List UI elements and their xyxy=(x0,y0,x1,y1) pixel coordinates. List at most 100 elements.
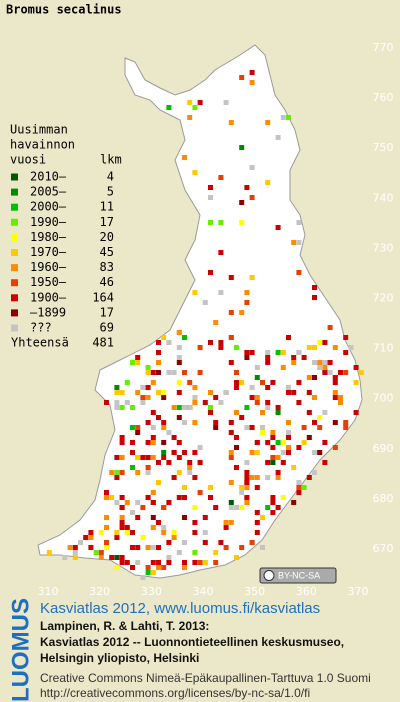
observation-square xyxy=(228,335,234,340)
observation-square xyxy=(249,425,255,430)
observation-square xyxy=(150,440,156,445)
observation-square xyxy=(317,450,323,455)
observation-square xyxy=(104,490,109,495)
observation-square xyxy=(72,555,78,560)
observation-square xyxy=(254,530,260,535)
observation-square xyxy=(312,375,317,380)
observation-square xyxy=(306,410,312,415)
observation-square xyxy=(228,480,234,485)
observation-square xyxy=(171,450,177,455)
observation-square xyxy=(275,455,281,460)
observation-square xyxy=(275,475,281,480)
observation-square xyxy=(244,425,250,430)
observation-square xyxy=(296,380,302,385)
observation-square xyxy=(140,455,146,460)
observation-square xyxy=(270,435,276,440)
logo: LUOMUS xyxy=(7,598,34,702)
legend-label: ??? xyxy=(30,321,52,335)
observation-square xyxy=(166,500,172,505)
observation-square xyxy=(254,395,260,400)
observation-square xyxy=(228,310,234,315)
observation-square xyxy=(286,445,291,450)
observation-square xyxy=(124,400,130,405)
axes: 310 320 330 340 350 360 370 670 680 690 700 710 720 7… xyxy=(38,41,394,598)
observation-square xyxy=(286,335,291,340)
legend-swatch xyxy=(11,279,18,287)
observation-square xyxy=(135,390,141,395)
observation-square xyxy=(306,375,312,380)
observation-square xyxy=(104,525,109,530)
observation-square xyxy=(234,380,239,385)
observation-square xyxy=(296,240,302,245)
observation-square xyxy=(338,370,343,375)
observation-square xyxy=(239,485,245,490)
observation-square xyxy=(176,330,182,335)
observation-square xyxy=(156,560,161,565)
observation-square xyxy=(208,495,213,500)
observation-square xyxy=(114,385,120,390)
observation-square xyxy=(119,435,125,440)
observation-square xyxy=(176,455,182,460)
observation-square xyxy=(135,425,141,430)
observation-square xyxy=(239,310,245,315)
observation-square xyxy=(239,545,245,550)
observation-square xyxy=(280,440,286,445)
observation-square xyxy=(244,350,250,355)
observation-square xyxy=(223,545,229,550)
observation-square xyxy=(135,470,141,475)
observation-square xyxy=(239,380,245,385)
observation-square xyxy=(119,495,125,500)
legend-label: 1950– xyxy=(30,275,67,289)
observation-square xyxy=(208,195,213,200)
observation-square xyxy=(260,430,265,435)
observation-square xyxy=(348,345,354,350)
observation-square xyxy=(234,555,239,560)
observation-square xyxy=(244,480,250,485)
legend-count: 83 xyxy=(100,260,114,274)
legend-count-heading: lkm xyxy=(100,153,122,167)
observation-square xyxy=(156,460,161,465)
observation-square xyxy=(270,460,276,465)
observation-square xyxy=(192,520,198,525)
observation-square xyxy=(161,395,167,400)
observation-square xyxy=(202,540,208,545)
observation-square xyxy=(171,370,177,375)
observation-square xyxy=(322,410,328,415)
observation-square xyxy=(145,365,151,370)
observation-square xyxy=(218,400,224,405)
observation-square xyxy=(109,470,115,475)
observation-square xyxy=(150,435,156,440)
observation-square xyxy=(192,395,198,400)
observation-square xyxy=(166,555,172,560)
citation: Kasviatlas 2012 -- Luonnontieteellinen k… xyxy=(40,635,344,649)
y-axis-label: 670 xyxy=(373,542,394,555)
observation-square xyxy=(161,335,167,340)
observation-square xyxy=(275,225,281,230)
legend-heading: Uusimman xyxy=(10,123,68,137)
observation-square xyxy=(176,390,182,395)
observation-square xyxy=(218,175,224,180)
observation-square xyxy=(301,355,307,360)
observation-square xyxy=(166,370,172,375)
observation-square xyxy=(322,440,328,445)
legend-label: 1900– xyxy=(30,290,67,304)
observation-square xyxy=(145,440,151,445)
atlas-link[interactable]: Kasviatlas 2012, www.luomus.fi/kasviatla… xyxy=(40,600,320,617)
observation-square xyxy=(265,475,271,480)
observation-square xyxy=(291,465,297,470)
observation-square xyxy=(182,565,187,570)
observation-square xyxy=(78,540,83,545)
legend-count: 17 xyxy=(100,215,114,229)
license-url[interactable]: http://creativecommons.org/licenses/by-n… xyxy=(40,686,310,700)
observation-square xyxy=(265,120,271,125)
observation-square xyxy=(145,545,151,550)
observation-square xyxy=(208,390,213,395)
observation-square xyxy=(130,545,135,550)
observation-square xyxy=(332,375,338,380)
observation-square xyxy=(182,370,187,375)
observation-square xyxy=(156,340,161,345)
observation-square xyxy=(234,385,239,390)
observation-square xyxy=(197,100,203,105)
observation-square xyxy=(114,500,120,505)
legend-swatch xyxy=(11,249,18,256)
